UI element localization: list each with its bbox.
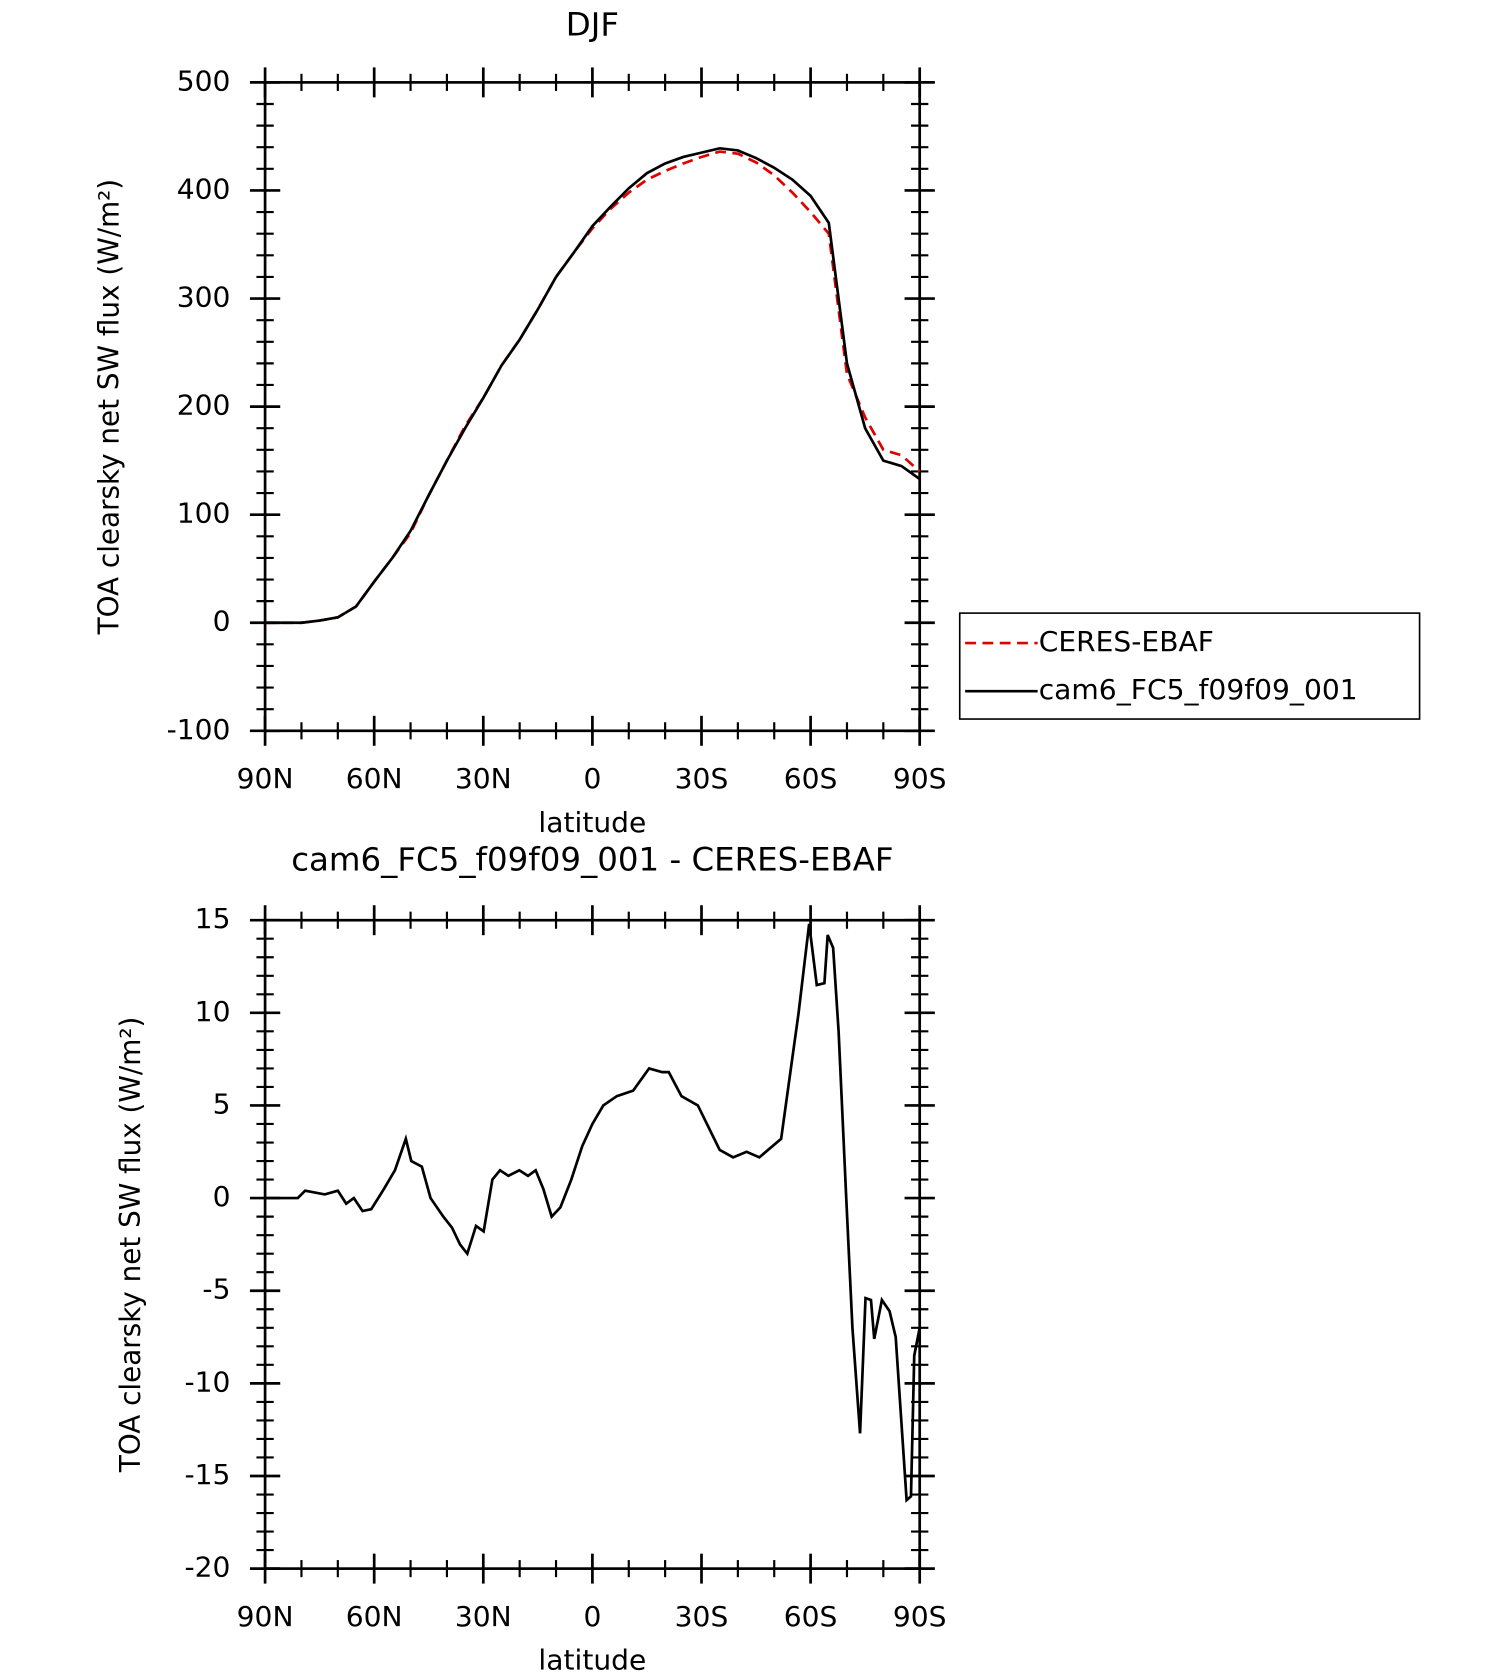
x-tick-label: 60N: [346, 1600, 403, 1633]
y-axis-label: TOA clearsky net SW flux (W/m²): [114, 1017, 147, 1474]
series-line: [265, 923, 922, 1503]
y-tick-label: 100: [177, 497, 231, 530]
figure-group: DJF latitude TOA clearsky net SW flux (W/m…: [92, 6, 1421, 1677]
x-tick-label: 30S: [675, 1600, 729, 1633]
y-tick-label: 400: [177, 173, 231, 206]
legend-label: cam6_FC5_f09f09_001: [1039, 673, 1358, 706]
x-axis-label: latitude: [538, 806, 646, 839]
y-tick-label: -20: [185, 1551, 231, 1584]
y-tick-label: 5: [213, 1088, 231, 1121]
x-tick-label: 60N: [346, 762, 403, 795]
series-line: [265, 146, 921, 625]
x-tick-label: 30S: [675, 762, 729, 795]
x-axis-label: latitude: [538, 1644, 646, 1677]
y-tick-label: -15: [185, 1458, 231, 1491]
y-axis-label: TOA clearsky net SW flux (W/m²): [92, 179, 125, 636]
x-tick-label: 30N: [455, 762, 512, 795]
x-tick-label: 60S: [784, 762, 838, 795]
x-tick-label: 90N: [237, 1600, 294, 1633]
x-tick-label: 90S: [893, 762, 947, 795]
y-tick-label: 0: [213, 1180, 231, 1213]
x-tick-label: 30N: [455, 1600, 512, 1633]
y-tick-label: -10: [185, 1365, 231, 1398]
x-tick-label: 0: [583, 1600, 601, 1633]
x-tick-label: 60S: [784, 1600, 838, 1633]
x-tick-label: 90S: [893, 1600, 947, 1633]
y-tick-label: -100: [167, 713, 231, 746]
y-tick-label: -5: [202, 1273, 230, 1306]
legend-box: [958, 612, 1421, 720]
y-tick-label: 500: [177, 64, 231, 97]
y-tick-label: 300: [177, 281, 231, 314]
y-tick-label: 10: [195, 995, 231, 1028]
series-line: [265, 150, 921, 625]
y-tick-label: 200: [177, 389, 231, 422]
x-tick-label: 90N: [237, 762, 294, 795]
chart-title: DJF: [566, 6, 619, 44]
legend-label: CERES-EBAF: [1039, 625, 1214, 658]
x-tick-label: 0: [583, 762, 601, 795]
chart-title: cam6_FC5_f09f09_001 - CERES-EBAF: [291, 840, 893, 878]
y-tick-label: 0: [213, 605, 231, 638]
y-tick-label: 15: [195, 902, 231, 935]
plot-frame: [263, 81, 922, 733]
plot-frame: [263, 918, 922, 1570]
